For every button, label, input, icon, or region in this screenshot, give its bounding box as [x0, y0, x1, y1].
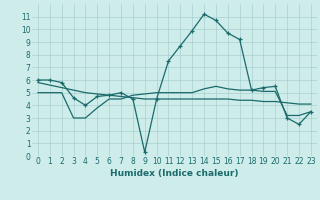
X-axis label: Humidex (Indice chaleur): Humidex (Indice chaleur): [110, 169, 239, 178]
